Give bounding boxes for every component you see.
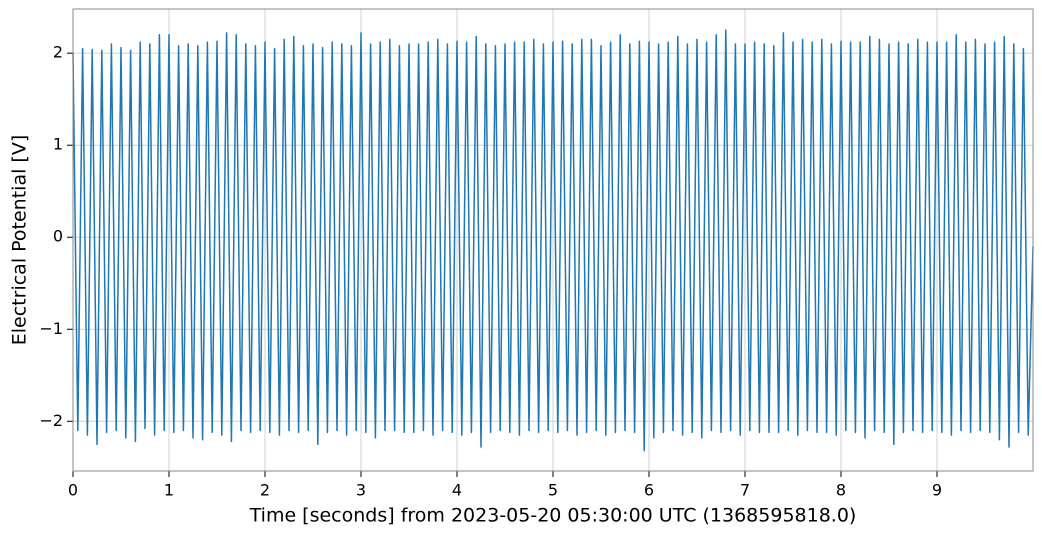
x-tick-label: 8 bbox=[836, 481, 846, 500]
x-tick-label: 2 bbox=[260, 481, 270, 500]
y-tick-label: 0 bbox=[53, 227, 63, 246]
x-axis-label: Time [seconds] from 2023-05-20 05:30:00 … bbox=[249, 505, 857, 527]
signal-line bbox=[72, 29, 1034, 452]
x-tick-label: 0 bbox=[68, 481, 78, 500]
plot-frame bbox=[72, 8, 1034, 472]
y-axis-label: Electrical Potential [V] bbox=[9, 135, 31, 345]
x-tick-label: 3 bbox=[356, 481, 366, 500]
x-tick-label: 4 bbox=[452, 481, 462, 500]
x-tick-label: 7 bbox=[740, 481, 750, 500]
x-tick-label: 9 bbox=[932, 481, 942, 500]
y-tick-label: −2 bbox=[39, 411, 63, 430]
y-tick-label: 2 bbox=[53, 43, 63, 62]
x-tick-label: 6 bbox=[644, 481, 654, 500]
y-tick-label: −1 bbox=[39, 319, 63, 338]
y-tick-label: 1 bbox=[53, 135, 63, 154]
x-tick-label: 1 bbox=[164, 481, 174, 500]
x-tick-label: 5 bbox=[548, 481, 558, 500]
